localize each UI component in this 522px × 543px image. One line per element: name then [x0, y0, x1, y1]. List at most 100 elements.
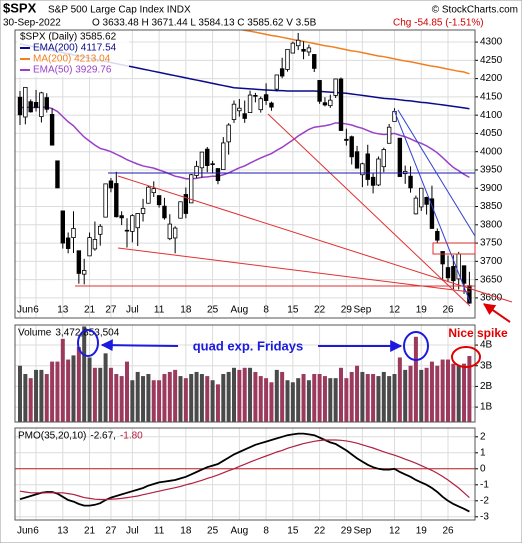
volume-bar — [301, 374, 306, 422]
trendline — [117, 247, 471, 293]
candle-body — [279, 68, 285, 77]
moving-average-line — [19, 106, 470, 180]
candle-body — [376, 158, 381, 186]
legend-label: EMA(200) 4117.54 — [33, 43, 117, 54]
candle-body — [183, 194, 189, 214]
y-tick-label: 3900 — [480, 183, 503, 194]
x-tick-label: 27 — [105, 305, 117, 316]
trendline — [397, 109, 476, 237]
candle-body — [370, 176, 376, 186]
volume-bar — [387, 376, 392, 422]
volume-bar — [446, 359, 450, 422]
volume-bar — [39, 369, 44, 422]
candle-body — [247, 94, 253, 113]
y-tick-label: 3850 — [480, 201, 503, 212]
candle-body — [33, 101, 39, 108]
volume-bar — [146, 374, 151, 422]
volume-bar — [119, 376, 124, 422]
indicator-line — [19, 439, 470, 501]
x-tick-label: 18 — [180, 305, 192, 316]
volume-bar — [317, 374, 322, 422]
volume-bar — [456, 365, 461, 422]
panel-frame — [14, 324, 476, 423]
x-tick-label: Jun — [17, 305, 33, 316]
candle-body — [162, 205, 167, 219]
volume-bar — [242, 367, 247, 422]
candle-body — [322, 102, 328, 106]
x-tick-label: 29 — [341, 526, 353, 537]
x-tick-label: 27 — [105, 526, 117, 537]
quote: O 3633.48 H 3671.44 L 3584.13 C 3585.62 … — [92, 18, 317, 29]
candle-body — [333, 78, 338, 96]
volume-bar — [157, 380, 162, 422]
candle-body — [60, 210, 65, 244]
candle-body — [23, 86, 28, 118]
y-tick-label: 3600 — [480, 293, 503, 304]
volume-bar — [226, 371, 231, 422]
y-tick-label: 3800 — [480, 219, 503, 230]
panel-title-value: 3,472,853,504 — [55, 328, 119, 339]
volume-bar — [306, 380, 311, 422]
x-tick-label: Jun — [17, 526, 33, 537]
y-tick-label: 3B — [480, 360, 493, 371]
candle-body — [87, 237, 92, 257]
x-tick-label: 15 — [287, 526, 299, 537]
candle-body — [429, 198, 435, 229]
volume-bar — [408, 365, 413, 422]
candle-body — [194, 165, 199, 176]
candle-body — [424, 196, 429, 205]
volume-bar — [108, 367, 113, 422]
volume-bar — [237, 369, 242, 422]
highlight-box — [432, 242, 476, 255]
x-tick-label: 6 — [33, 526, 39, 537]
legend-title: $SPX (Daily) 3585.62 — [20, 32, 117, 43]
volume-bar — [66, 359, 71, 422]
volume-bar — [103, 353, 108, 422]
y-tick-label: 3950 — [480, 165, 503, 176]
volume-bar — [92, 367, 97, 422]
x-tick-label: Sep — [354, 526, 372, 537]
volume-bar — [381, 371, 386, 422]
candle-body — [413, 197, 419, 215]
y-tick-label: 3700 — [480, 256, 503, 267]
volume-bar — [429, 361, 434, 422]
candle-body — [237, 107, 242, 112]
date: 30-Sep-2022 — [3, 18, 61, 29]
x-tick-label: 12 — [389, 526, 401, 537]
candle-body — [76, 250, 82, 274]
x-tick-label: Aug — [230, 305, 248, 316]
candle-body — [344, 138, 349, 141]
candle-body — [98, 225, 103, 235]
candle-body — [210, 163, 215, 165]
x-tick-label: 13 — [57, 305, 69, 316]
x-tick-label: 8 — [263, 526, 269, 537]
volume-bar — [183, 378, 188, 422]
candle-body — [28, 101, 33, 113]
y-tick-label: 4300 — [480, 37, 503, 48]
volume-bar — [371, 374, 376, 422]
x-tick-label: Sep — [354, 305, 372, 316]
volume-bar — [280, 371, 285, 422]
y-tick-label: 4B — [480, 340, 493, 351]
candle-body — [381, 149, 386, 168]
candle-body — [17, 96, 23, 116]
volume-bar — [253, 371, 258, 422]
candle-body — [226, 124, 231, 143]
candle-body — [397, 137, 403, 177]
volume-bar — [397, 357, 402, 422]
volume-bar — [215, 384, 220, 422]
x-tick-label: 13 — [57, 526, 69, 537]
candle-body — [312, 54, 317, 69]
circle — [451, 346, 481, 368]
candle-body — [135, 213, 140, 229]
volume-bar — [392, 374, 397, 422]
change: Chg -54.85 (-1.51%) — [393, 18, 484, 29]
candle-body — [269, 102, 274, 108]
volume-bar — [328, 378, 333, 422]
candle-body — [39, 92, 44, 118]
plot-area: 3600 3650 3700 3750 3800 3850 3900 3950 4000 4050… — [14, 29, 503, 537]
candle-body — [451, 266, 456, 282]
indicator-line — [19, 432, 470, 513]
candle-body — [392, 111, 397, 122]
panel-frame — [14, 29, 476, 319]
